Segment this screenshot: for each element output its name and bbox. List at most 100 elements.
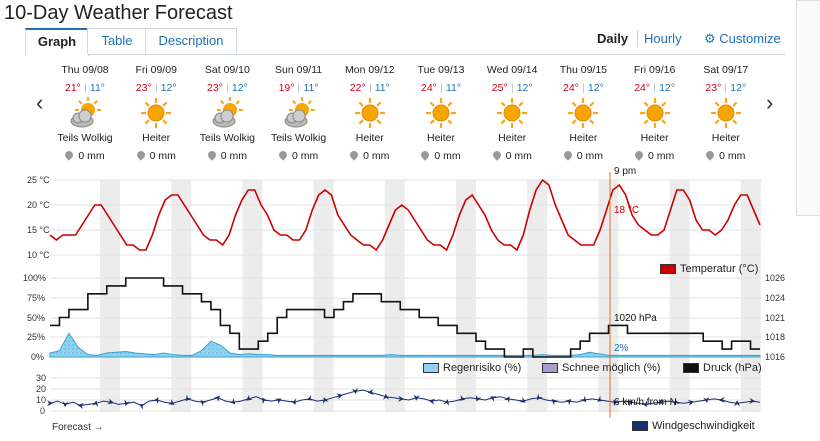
tab-description[interactable]: Description <box>145 28 237 54</box>
wind-direction-markers <box>47 387 756 410</box>
precip-value: 0 mm <box>576 150 604 162</box>
day-card[interactable]: Fri 09/09 23° 12° Heiter 0 mm <box>121 62 192 174</box>
wind-direction-arrow <box>490 396 497 402</box>
wind-direction-arrow <box>213 395 221 403</box>
night-band <box>456 180 476 412</box>
temp-divider <box>84 83 86 94</box>
condition-text: Heiter <box>142 132 171 144</box>
wind-direction-arrow <box>519 396 526 403</box>
legend-swatch <box>683 363 699 374</box>
day-card[interactable]: Fri 09/16 24° 12° Heiter 0 mm <box>619 62 690 174</box>
low-temp: 12° <box>231 82 248 94</box>
high-temp: 25° <box>491 82 508 94</box>
day-card[interactable]: Wed 09/14 25° 12° Heiter 0 mm <box>477 62 548 174</box>
prev-arrow-icon[interactable]: ‹ <box>36 90 44 115</box>
temp-divider <box>369 83 371 94</box>
wind-tick-label: 20 <box>36 384 46 394</box>
day-name: Fri 09/16 <box>633 64 676 76</box>
partly-cloudy-icon <box>284 97 315 128</box>
toggle-divider <box>637 30 638 47</box>
sun-icon <box>354 98 385 128</box>
night-band <box>313 180 334 412</box>
legend-swatch <box>632 421 648 432</box>
sun-icon <box>141 98 172 128</box>
partly-cloudy-icon <box>212 97 244 128</box>
precip-value: 0 mm <box>78 150 105 162</box>
wind-direction-arrow <box>228 397 236 405</box>
wind-direction-arrow <box>336 393 344 400</box>
temp-divider <box>511 83 513 94</box>
wind-direction-arrow <box>641 400 648 408</box>
day-temps: 19° 11° <box>264 82 334 94</box>
wind-direction-arrow <box>718 396 726 403</box>
night-band <box>669 180 690 412</box>
forecast-label: Forecast → <box>52 422 104 433</box>
legend-label: Windgeschwindigkeit <box>652 420 755 432</box>
legend-temperature: Temperatur (°C) <box>660 263 758 275</box>
wind-direction-arrow <box>580 395 587 403</box>
precip-value: 0 mm <box>363 150 390 162</box>
sun-icon <box>497 98 528 128</box>
night-bands <box>100 180 761 412</box>
wind-direction-arrow <box>274 398 282 405</box>
day-temps: 23° 12° <box>192 82 262 94</box>
pressure-tick-label: 1018 <box>765 332 785 342</box>
sun-icon <box>568 98 599 128</box>
temp-tick-label: 15 °C <box>27 225 50 235</box>
precip-value: 0 mm <box>149 150 176 162</box>
wind-tick-label: 10 <box>36 395 46 405</box>
hourly-toggle[interactable]: Hourly <box>644 31 682 46</box>
wind-direction-arrow <box>124 399 131 407</box>
wind-direction-arrow <box>551 399 559 406</box>
wind-chart: 0 10 20 30 <box>36 373 762 416</box>
day-card[interactable]: Sat 09/10 23° 12° Teils Wolkig 0 mm <box>192 62 263 174</box>
high-temp: 21° <box>65 82 81 94</box>
temp-tick-label: 20 °C <box>27 200 50 210</box>
day-name: Sat 09/10 <box>204 64 250 76</box>
high-temp: 23° <box>207 82 223 94</box>
customize-label: Customize <box>719 31 781 46</box>
wind-direction-arrow <box>92 400 99 407</box>
pressure-tick-label: 1024 <box>765 293 785 303</box>
sun-icon <box>426 98 456 128</box>
condition-text: Teils Wolkig <box>57 132 113 144</box>
day-temps: 22° 11° <box>335 82 405 94</box>
precip-amount: 0 mm <box>406 149 476 162</box>
pressure-tick-label: 1016 <box>765 352 785 362</box>
day-name: Thu 09/15 <box>559 64 608 76</box>
cursor-wind: 6 km/h from N <box>614 397 677 408</box>
night-band <box>598 180 619 412</box>
pressure-line <box>50 277 760 358</box>
condition-text: Teils Wolkig <box>270 132 327 144</box>
day-card[interactable]: Thu 09/15 24° 12° Heiter 0 mm <box>548 62 619 174</box>
precip-amount: 0 mm <box>691 149 761 162</box>
wind-direction-arrow <box>503 396 510 403</box>
precip-amount: 0 mm <box>477 149 547 162</box>
day-card[interactable]: Tue 09/13 24° 11° Heiter 0 mm <box>406 62 476 174</box>
legend-label: Temperatur (°C) <box>680 263 759 275</box>
wind-direction-arrow <box>458 395 466 401</box>
legend-wind: Windgeschwindigkeit <box>632 420 755 432</box>
wind-direction-arrow <box>246 394 253 401</box>
high-temp: 24° <box>421 82 437 94</box>
daily-toggle[interactable]: Daily <box>597 31 629 46</box>
view-tabs: Graph Table Description <box>25 28 785 56</box>
day-card[interactable]: Mon 09/12 22° 11° Heiter 0 mm <box>334 62 405 174</box>
customize-button[interactable]: ⚙ Customize <box>704 31 781 47</box>
wind-direction-arrow <box>262 397 268 405</box>
night-band <box>100 180 120 412</box>
wind-speed-line <box>49 389 761 407</box>
wind-direction-arrow <box>413 394 420 401</box>
temp-divider <box>654 83 656 94</box>
wind-direction-arrow <box>367 389 374 395</box>
wind-direction-arrow <box>398 395 405 402</box>
partly-cloudy-icon <box>70 97 101 128</box>
day-card[interactable]: Thu 09/08 21° 11° Teils Wolkig 0 mm <box>50 62 120 174</box>
low-temp: 11° <box>445 82 461 94</box>
day-card[interactable]: Sat 09/17 23° 12° Heiter 0 mm <box>690 62 761 174</box>
high-temp: 24° <box>563 82 579 94</box>
day-card[interactable]: Sun 09/11 19° 11° Teils Wolkig 0 mm <box>263 62 334 174</box>
next-arrow-icon[interactable]: › <box>766 90 774 115</box>
temp-tick-label: 25 °C <box>27 175 50 185</box>
low-temp: 12° <box>730 82 747 94</box>
